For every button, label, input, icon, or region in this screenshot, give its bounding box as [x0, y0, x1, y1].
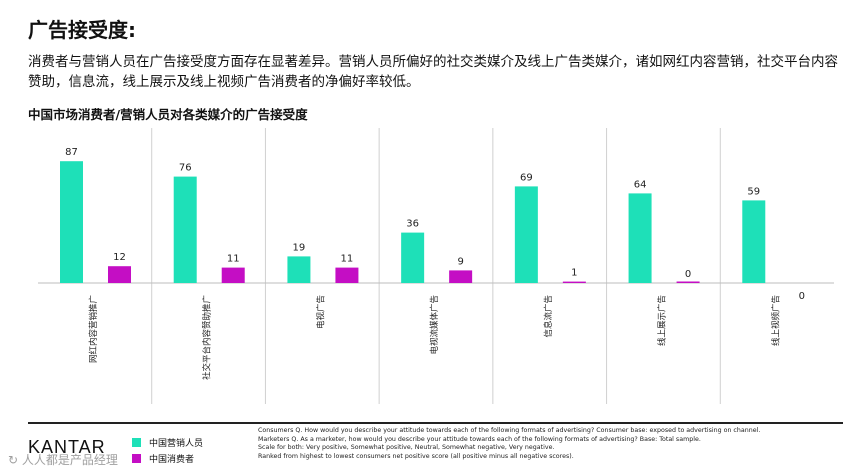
data-label: 11: [227, 254, 240, 265]
bar-marketers: [287, 256, 311, 283]
chart-title: 中国市场消费者/营销人员对各类媒介的广告接受度: [28, 107, 308, 122]
bar-consumers: [676, 281, 700, 283]
legend-swatch-marketers: [132, 437, 141, 447]
data-label: 0: [799, 291, 805, 302]
data-label: 76: [179, 163, 192, 174]
watermark: ↻ 人人都是产品经理: [8, 453, 118, 467]
category-label: 网红内容营销推广: [88, 295, 99, 363]
data-label: 19: [293, 242, 306, 253]
bar-marketers: [173, 176, 197, 283]
category-label: 电视流媒体广告: [429, 295, 440, 355]
footnotes: Consumers Q. How would you describe your…: [258, 427, 818, 462]
data-label: 9: [457, 256, 463, 267]
footnote-line: Consumers Q. How would you describe your…: [258, 427, 761, 434]
data-label: 59: [747, 186, 760, 197]
chart-legend: 中国营销人员 中国消费者: [132, 434, 203, 466]
data-label: 36: [406, 219, 419, 230]
data-label: 11: [341, 254, 354, 265]
category-label: 电视广告: [315, 295, 326, 329]
legend-label-marketers: 中国营销人员: [149, 438, 204, 449]
data-label: 69: [520, 172, 533, 183]
page-subtitle: 消费者与营销人员在广告接受度方面存在显著差异。营销人员所偏好的社交类媒介及线上广…: [28, 54, 838, 90]
category-label: 线上展示广告: [657, 295, 668, 346]
data-label: 87: [65, 147, 78, 158]
legend-item-consumers: 中国消费者: [132, 450, 203, 466]
data-label: 64: [634, 179, 647, 190]
footnote-line: Marketers Q. As a marketer, how would yo…: [258, 435, 701, 443]
kantar-logo: KANTAR: [28, 437, 106, 457]
legend-swatch-consumers: [132, 453, 141, 463]
bar-consumers: [221, 267, 245, 283]
bar-marketers: [60, 161, 83, 283]
data-label: 12: [113, 252, 126, 263]
legend-item-marketers: 中国营销人员: [132, 434, 203, 450]
bar-chart: 87 12 网红内容营销推广 76 11 社交平台内容赞助推广 19 11 电视广告 36 9 电视流…: [38, 128, 834, 404]
category-label: 社交平台内容赞助推广: [202, 295, 213, 380]
footnote-line: Ranked from highest to lowest consumers …: [258, 453, 574, 461]
footer-divider: [28, 422, 843, 424]
category-label: 信息流广告: [543, 295, 554, 338]
bar-consumers: [108, 266, 131, 283]
footnote-line: Scale for both: Very positive, Somewhat …: [258, 444, 555, 452]
bar-marketers: [401, 232, 425, 283]
bar-marketers: [742, 200, 766, 283]
bar-consumers: [449, 270, 473, 283]
data-label: 1: [571, 268, 577, 279]
page-title: 广告接受度:: [28, 18, 136, 42]
legend-label-consumers: 中国消费者: [149, 454, 195, 465]
bar-consumers: [562, 281, 586, 283]
data-label: 0: [685, 269, 691, 280]
bar-marketers: [628, 193, 652, 283]
category-label: 线上视频广告: [770, 295, 781, 346]
bar-marketers: [514, 186, 538, 283]
bar-consumers: [335, 267, 359, 283]
